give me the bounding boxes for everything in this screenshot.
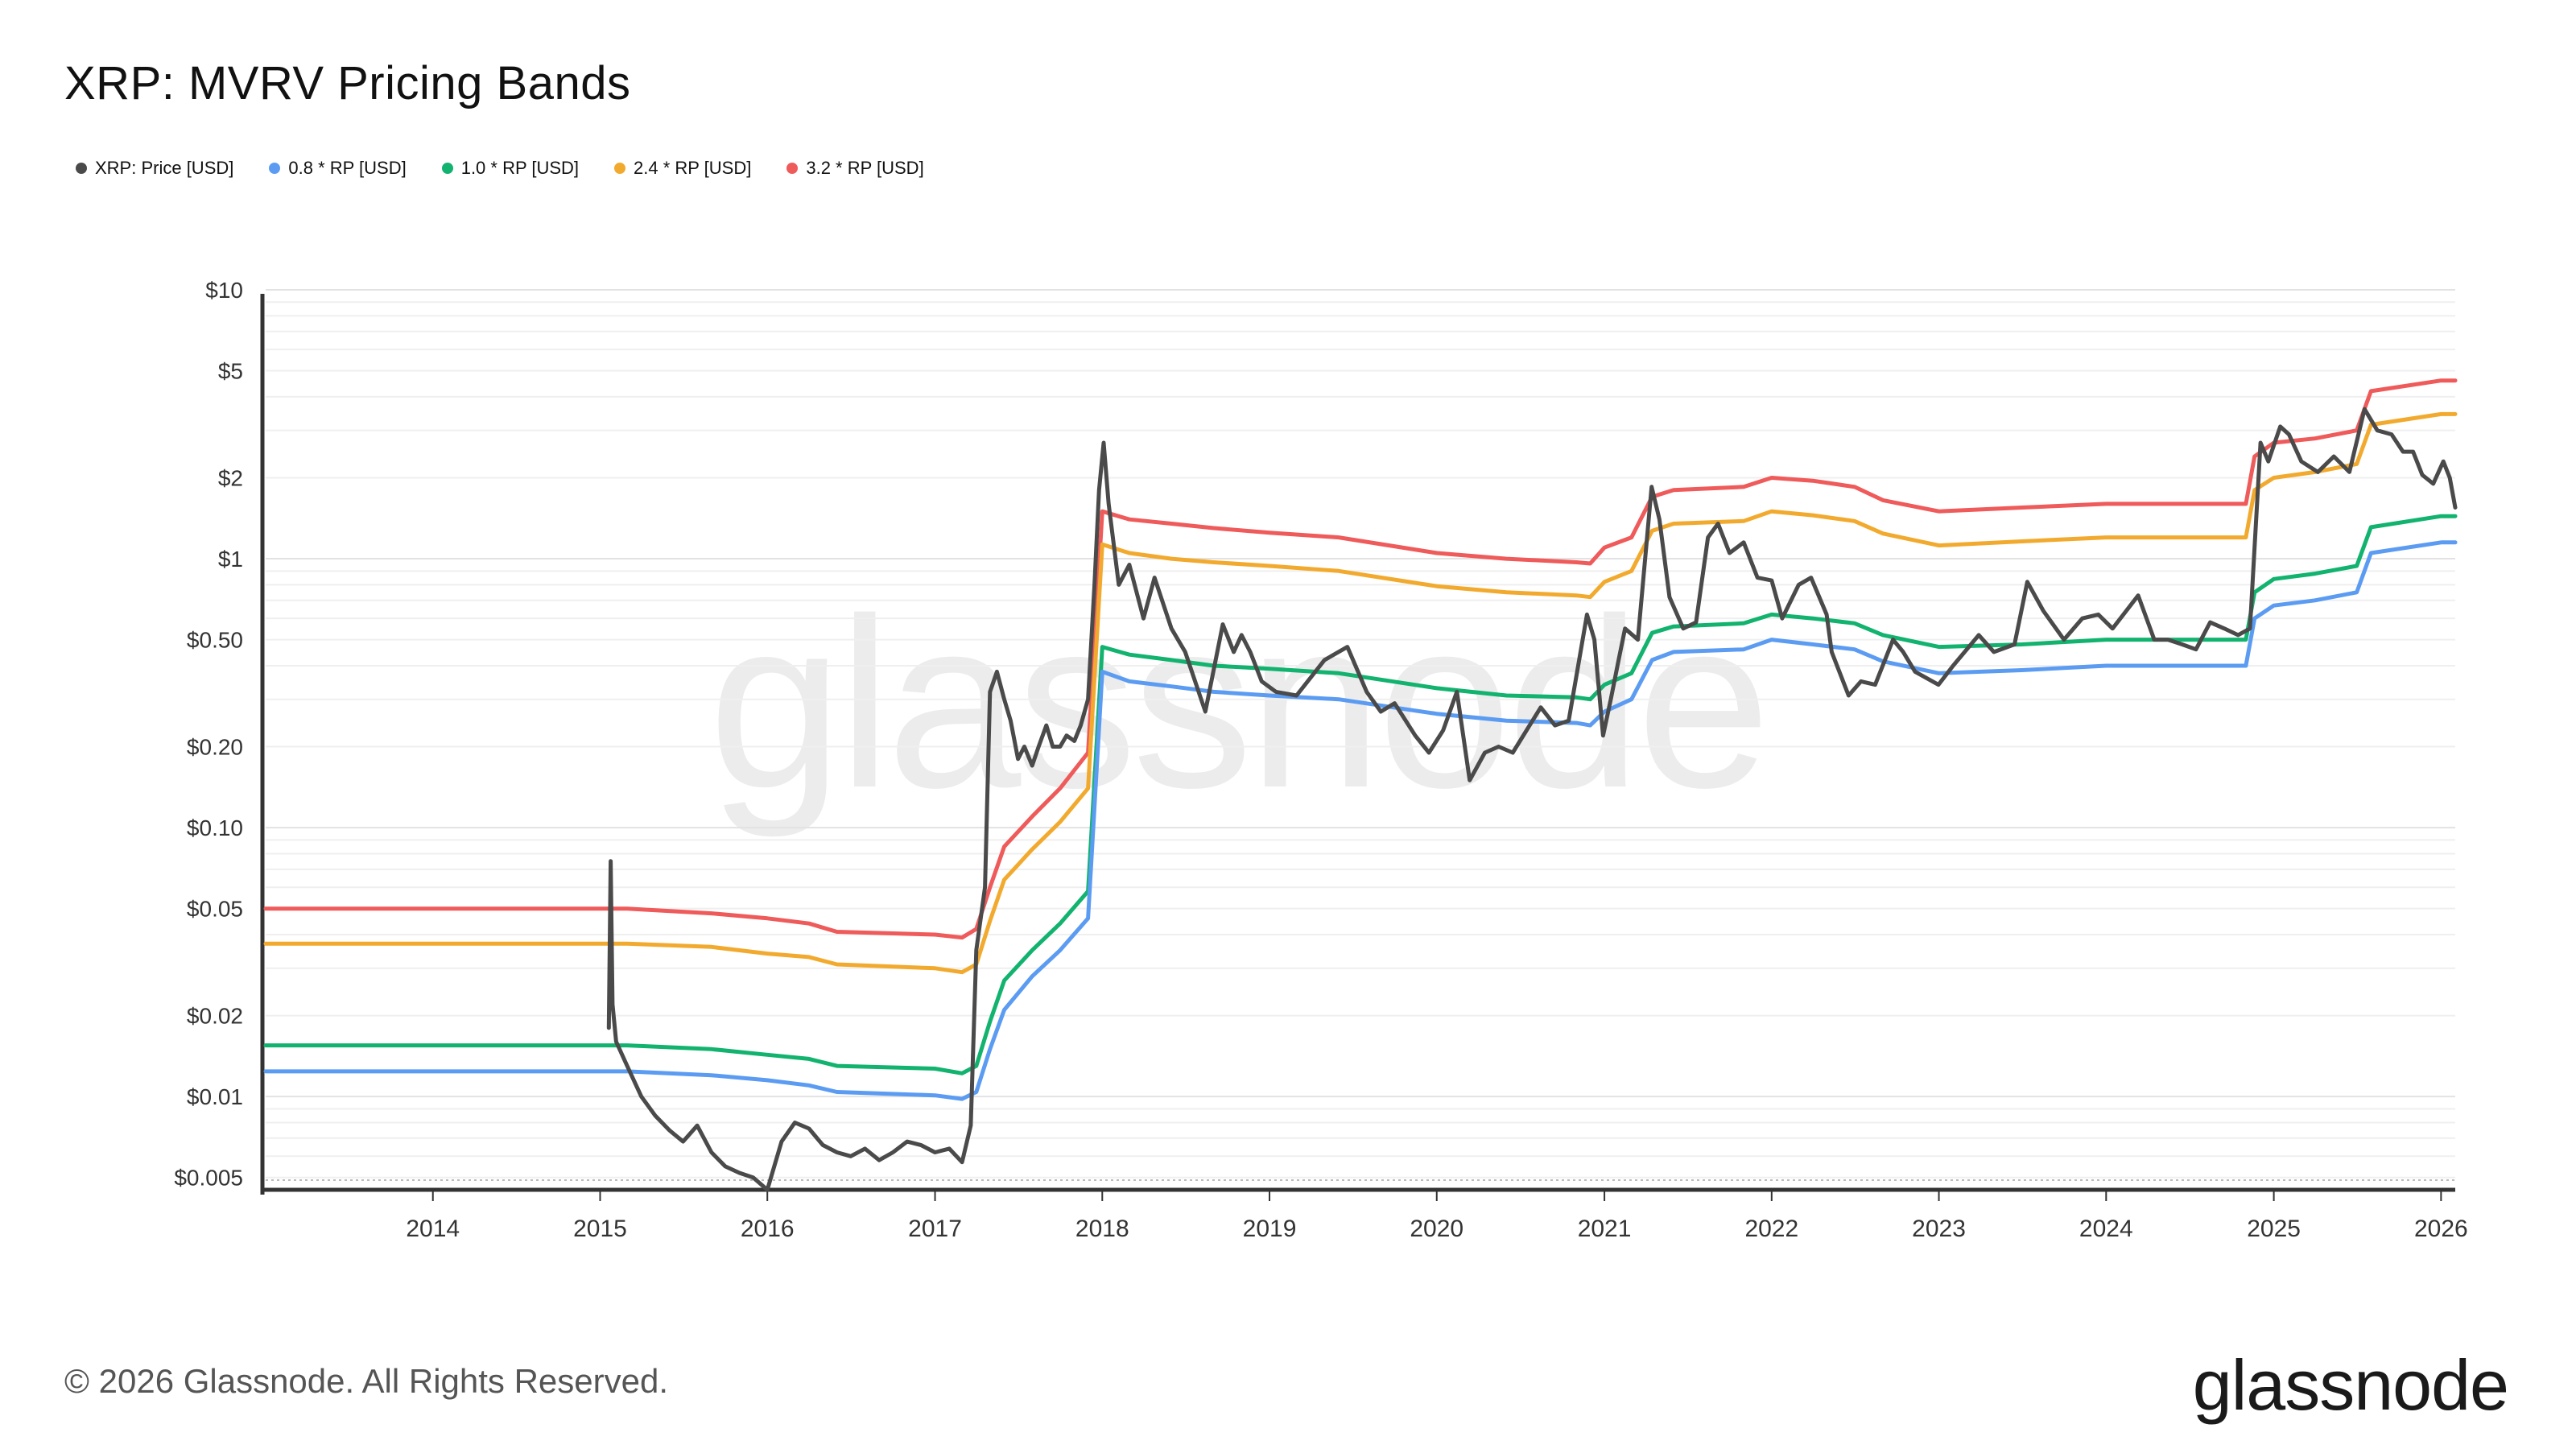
x-tick-label: 2016 xyxy=(741,1216,795,1242)
series-lines xyxy=(263,378,2458,1192)
x-tick-label: 2018 xyxy=(1075,1216,1129,1242)
x-tick-label: 2025 xyxy=(2247,1216,2301,1242)
legend-label: 1.0 * RP [USD] xyxy=(460,158,580,178)
legend-label: 2.4 * RP [USD] xyxy=(634,158,752,178)
legend-item-0-8-rp[interactable]: 0.8 * RP [USD] xyxy=(269,158,407,179)
chart-legend: XRP: Price [USD] 0.8 * RP [USD] 1.0 * RP… xyxy=(76,158,924,179)
y-tick-label: $0.05 xyxy=(187,897,243,922)
x-tick-label: 2021 xyxy=(1578,1216,1632,1242)
series-line-0-8-rp-usd xyxy=(263,540,2458,1101)
x-tick-label: 2019 xyxy=(1243,1216,1297,1242)
legend-dot-icon xyxy=(76,163,87,174)
legend-item-3-2-rp[interactable]: 3.2 * RP [USD] xyxy=(786,158,924,179)
legend-item-2-4-rp[interactable]: 2.4 * RP [USD] xyxy=(614,158,751,179)
y-tick-label: $0.01 xyxy=(187,1084,243,1109)
y-tick-label: $0.20 xyxy=(187,735,243,760)
legend-label: 3.2 * RP [USD] xyxy=(806,158,924,178)
legend-item-price[interactable]: XRP: Price [USD] xyxy=(76,158,233,179)
y-tick-label: $5 xyxy=(218,359,243,384)
legend-dot-icon xyxy=(441,163,453,174)
y-tick-label: $2 xyxy=(218,465,243,490)
brand-logo[interactable]: glassnode xyxy=(2192,1345,2509,1425)
y-axis: $10 $5 $2 $1 $0.50 $0.20 $0.10 $0.05 $0.02 $0.01 $… xyxy=(174,278,265,1195)
series-line-xrp-price-usd xyxy=(606,407,2458,1192)
series-line-2-4-rp-usd xyxy=(263,411,2458,975)
x-tick-label: 2023 xyxy=(1912,1216,1966,1242)
chart-title: XRP: MVRV Pricing Bands xyxy=(64,57,631,109)
legend-item-1-0-rp[interactable]: 1.0 * RP [USD] xyxy=(441,158,580,179)
y-tick-label: $0.02 xyxy=(187,1004,243,1029)
x-tick-label: 2015 xyxy=(573,1216,627,1242)
x-tick-label: 2020 xyxy=(1410,1216,1463,1242)
legend-dot-icon xyxy=(614,163,626,174)
y-tick-label: $0.50 xyxy=(187,628,243,653)
y-tick-label: $1 xyxy=(218,547,243,572)
x-tick-label: 2022 xyxy=(1744,1216,1798,1242)
copyright-footer: © 2026 Glassnode. All Rights Reserved. xyxy=(64,1362,669,1400)
x-tick-label: 2026 xyxy=(2414,1216,2468,1242)
y-tick-label: $0.005 xyxy=(174,1166,243,1191)
x-tick-label: 2014 xyxy=(406,1216,460,1242)
grid-lines xyxy=(266,289,2455,1181)
legend-label: XRP: Price [USD] xyxy=(95,158,234,178)
legend-label: 0.8 * RP [USD] xyxy=(288,158,407,178)
y-tick-label: $0.10 xyxy=(187,815,243,840)
x-axis: 2014 2015 2016 2017 2018 2019 2020 2021 2022 2023… xyxy=(261,1187,2468,1242)
series-line-1-0-rp-usd xyxy=(263,514,2458,1075)
watermark: glassnode xyxy=(708,568,1771,838)
legend-dot-icon xyxy=(786,163,799,174)
legend-dot-icon xyxy=(269,163,281,174)
series-line-3-2-rp-usd xyxy=(263,378,2458,940)
x-tick-label: 2017 xyxy=(908,1216,962,1242)
y-tick-label: $10 xyxy=(205,278,243,303)
x-tick-label: 2024 xyxy=(2079,1216,2133,1242)
